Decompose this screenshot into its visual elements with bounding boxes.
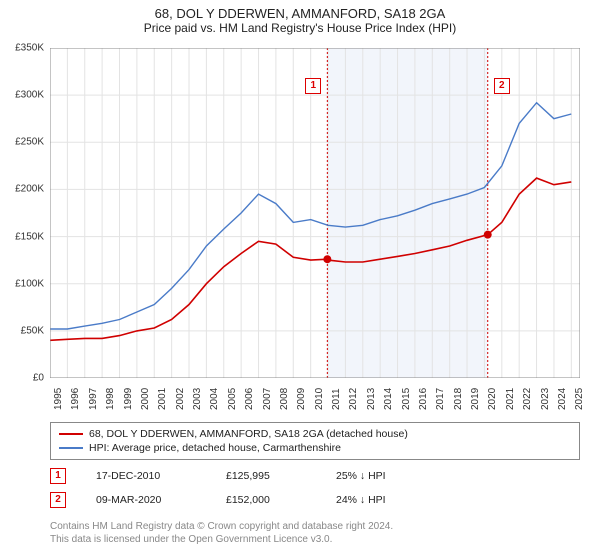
y-tick-label: £150K xyxy=(15,231,44,242)
event-row: 1 17-DEC-2010 £125,995 25% ↓ HPI xyxy=(50,464,580,488)
x-tick-label: 2013 xyxy=(366,388,377,410)
x-tick-label: 2018 xyxy=(453,388,464,410)
x-tick-label: 1996 xyxy=(70,388,81,410)
x-tick-label: 2001 xyxy=(157,388,168,410)
x-tick-label: 2002 xyxy=(175,388,186,410)
y-tick-label: £200K xyxy=(15,184,44,195)
x-tick-label: 2020 xyxy=(487,388,498,410)
x-tick-label: 1999 xyxy=(123,388,134,410)
y-tick-label: £250K xyxy=(15,137,44,148)
x-tick-label: 2014 xyxy=(383,388,394,410)
footer-text: Contains HM Land Registry data © Crown c… xyxy=(50,520,580,546)
x-tick-label: 2016 xyxy=(418,388,429,410)
x-tick-label: 1997 xyxy=(88,388,99,410)
event-list: 1 17-DEC-2010 £125,995 25% ↓ HPI 2 09-MA… xyxy=(50,464,580,512)
event-marker: 1 xyxy=(50,468,66,484)
marker-box-2: 2 xyxy=(494,78,510,94)
y-tick-label: £0 xyxy=(33,373,44,384)
chart-plot-area: 12 xyxy=(50,48,580,378)
footer-line1: Contains HM Land Registry data © Crown c… xyxy=(50,520,580,533)
x-tick-label: 2024 xyxy=(557,388,568,410)
x-tick-label: 2019 xyxy=(470,388,481,410)
legend: 68, DOL Y DDERWEN, AMMANFORD, SA18 2GA (… xyxy=(50,422,580,460)
marker-box-1: 1 xyxy=(305,78,321,94)
chart-title: 68, DOL Y DDERWEN, AMMANFORD, SA18 2GA xyxy=(0,0,600,21)
chart-subtitle: Price paid vs. HM Land Registry's House … xyxy=(0,21,600,39)
legend-label: 68, DOL Y DDERWEN, AMMANFORD, SA18 2GA (… xyxy=(89,428,408,440)
footer-line2: This data is licensed under the Open Gov… xyxy=(50,533,580,546)
x-tick-label: 1998 xyxy=(105,388,116,410)
plot-border xyxy=(50,48,580,378)
x-tick-label: 2011 xyxy=(331,388,342,410)
event-delta: 24% ↓ HPI xyxy=(336,494,386,506)
legend-item: HPI: Average price, detached house, Carm… xyxy=(59,441,571,455)
x-tick-label: 2015 xyxy=(401,388,412,410)
legend-item: 68, DOL Y DDERWEN, AMMANFORD, SA18 2GA (… xyxy=(59,427,571,441)
y-axis-labels: £0£50K£100K£150K£200K£250K£300K£350K xyxy=(0,48,48,378)
x-tick-label: 2007 xyxy=(262,388,273,410)
chart-container: 68, DOL Y DDERWEN, AMMANFORD, SA18 2GA P… xyxy=(0,0,600,560)
event-date: 17-DEC-2010 xyxy=(96,470,196,482)
y-tick-label: £50K xyxy=(21,325,44,336)
event-row: 2 09-MAR-2020 £152,000 24% ↓ HPI xyxy=(50,488,580,512)
x-tick-label: 2005 xyxy=(227,388,238,410)
event-date: 09-MAR-2020 xyxy=(96,494,196,506)
chart-svg xyxy=(50,48,580,378)
y-tick-label: £350K xyxy=(15,43,44,54)
x-tick-label: 2022 xyxy=(522,388,533,410)
legend-swatch xyxy=(59,433,83,435)
x-tick-label: 2003 xyxy=(192,388,203,410)
x-tick-label: 2004 xyxy=(209,388,220,410)
x-tick-label: 2021 xyxy=(505,388,516,410)
x-tick-label: 2000 xyxy=(140,388,151,410)
x-tick-label: 2017 xyxy=(435,388,446,410)
event-price: £125,995 xyxy=(226,470,306,482)
marker-dot-2 xyxy=(484,231,492,239)
x-tick-label: 2008 xyxy=(279,388,290,410)
x-tick-label: 2023 xyxy=(540,388,551,410)
legend-label: HPI: Average price, detached house, Carm… xyxy=(89,442,341,454)
event-marker: 2 xyxy=(50,492,66,508)
x-tick-label: 2009 xyxy=(296,388,307,410)
x-tick-label: 2012 xyxy=(348,388,359,410)
x-tick-label: 2006 xyxy=(244,388,255,410)
legend-swatch xyxy=(59,447,83,449)
x-tick-label: 2025 xyxy=(574,388,585,410)
x-tick-label: 2010 xyxy=(314,388,325,410)
event-price: £152,000 xyxy=(226,494,306,506)
marker-dot-1 xyxy=(323,255,331,263)
x-axis-labels: 1995 1996 1997 1998 1999 2000 2001 2002 2003 2004… xyxy=(50,380,580,420)
y-tick-label: £300K xyxy=(15,90,44,101)
event-delta: 25% ↓ HPI xyxy=(336,470,386,482)
x-tick-label: 1995 xyxy=(53,388,64,410)
y-tick-label: £100K xyxy=(15,278,44,289)
